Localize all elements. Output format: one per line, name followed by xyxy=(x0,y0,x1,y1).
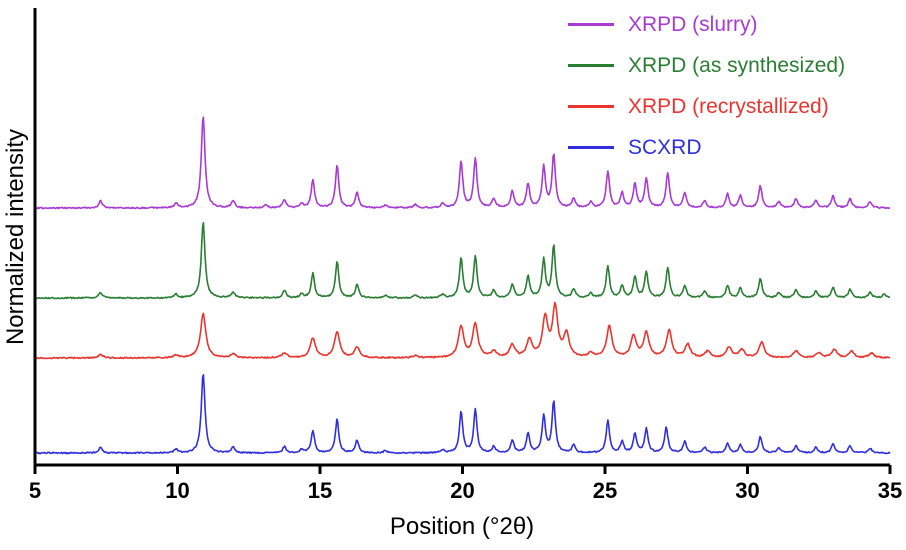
x-tick-label: 35 xyxy=(878,478,902,503)
trace-1 xyxy=(34,222,891,300)
legend-line-swatch xyxy=(568,146,614,149)
trace-0 xyxy=(34,116,891,210)
legend: XRPD (slurry) XRPD (as synthesized) XRPD (… xyxy=(568,4,845,168)
trace-2 xyxy=(34,301,891,360)
legend-item: SCXRD xyxy=(568,127,845,168)
x-tick-label: 25 xyxy=(593,478,617,503)
x-tick-label: 15 xyxy=(308,478,332,503)
x-tick-label: 30 xyxy=(735,478,759,503)
x-axis-label: Position (°2θ) xyxy=(389,513,535,540)
legend-item: XRPD (slurry) xyxy=(568,4,845,45)
legend-item: XRPD (recrystallized) xyxy=(568,86,845,127)
legend-line-swatch xyxy=(568,105,614,108)
x-tick-label: 20 xyxy=(450,478,474,503)
legend-label: XRPD (as synthesized) xyxy=(628,53,846,77)
y-axis-label: Normalized intensity xyxy=(2,128,29,346)
legend-label: XRPD (recrystallized) xyxy=(628,94,829,118)
trace-3 xyxy=(35,374,891,455)
legend-item: XRPD (as synthesized) xyxy=(568,45,845,86)
x-tick-label: 5 xyxy=(29,478,41,503)
legend-label: SCXRD xyxy=(628,135,702,159)
legend-label: XRPD (slurry) xyxy=(628,12,758,36)
x-tick-label: 10 xyxy=(165,478,189,503)
legend-line-swatch xyxy=(568,23,614,26)
legend-line-swatch xyxy=(568,64,614,67)
